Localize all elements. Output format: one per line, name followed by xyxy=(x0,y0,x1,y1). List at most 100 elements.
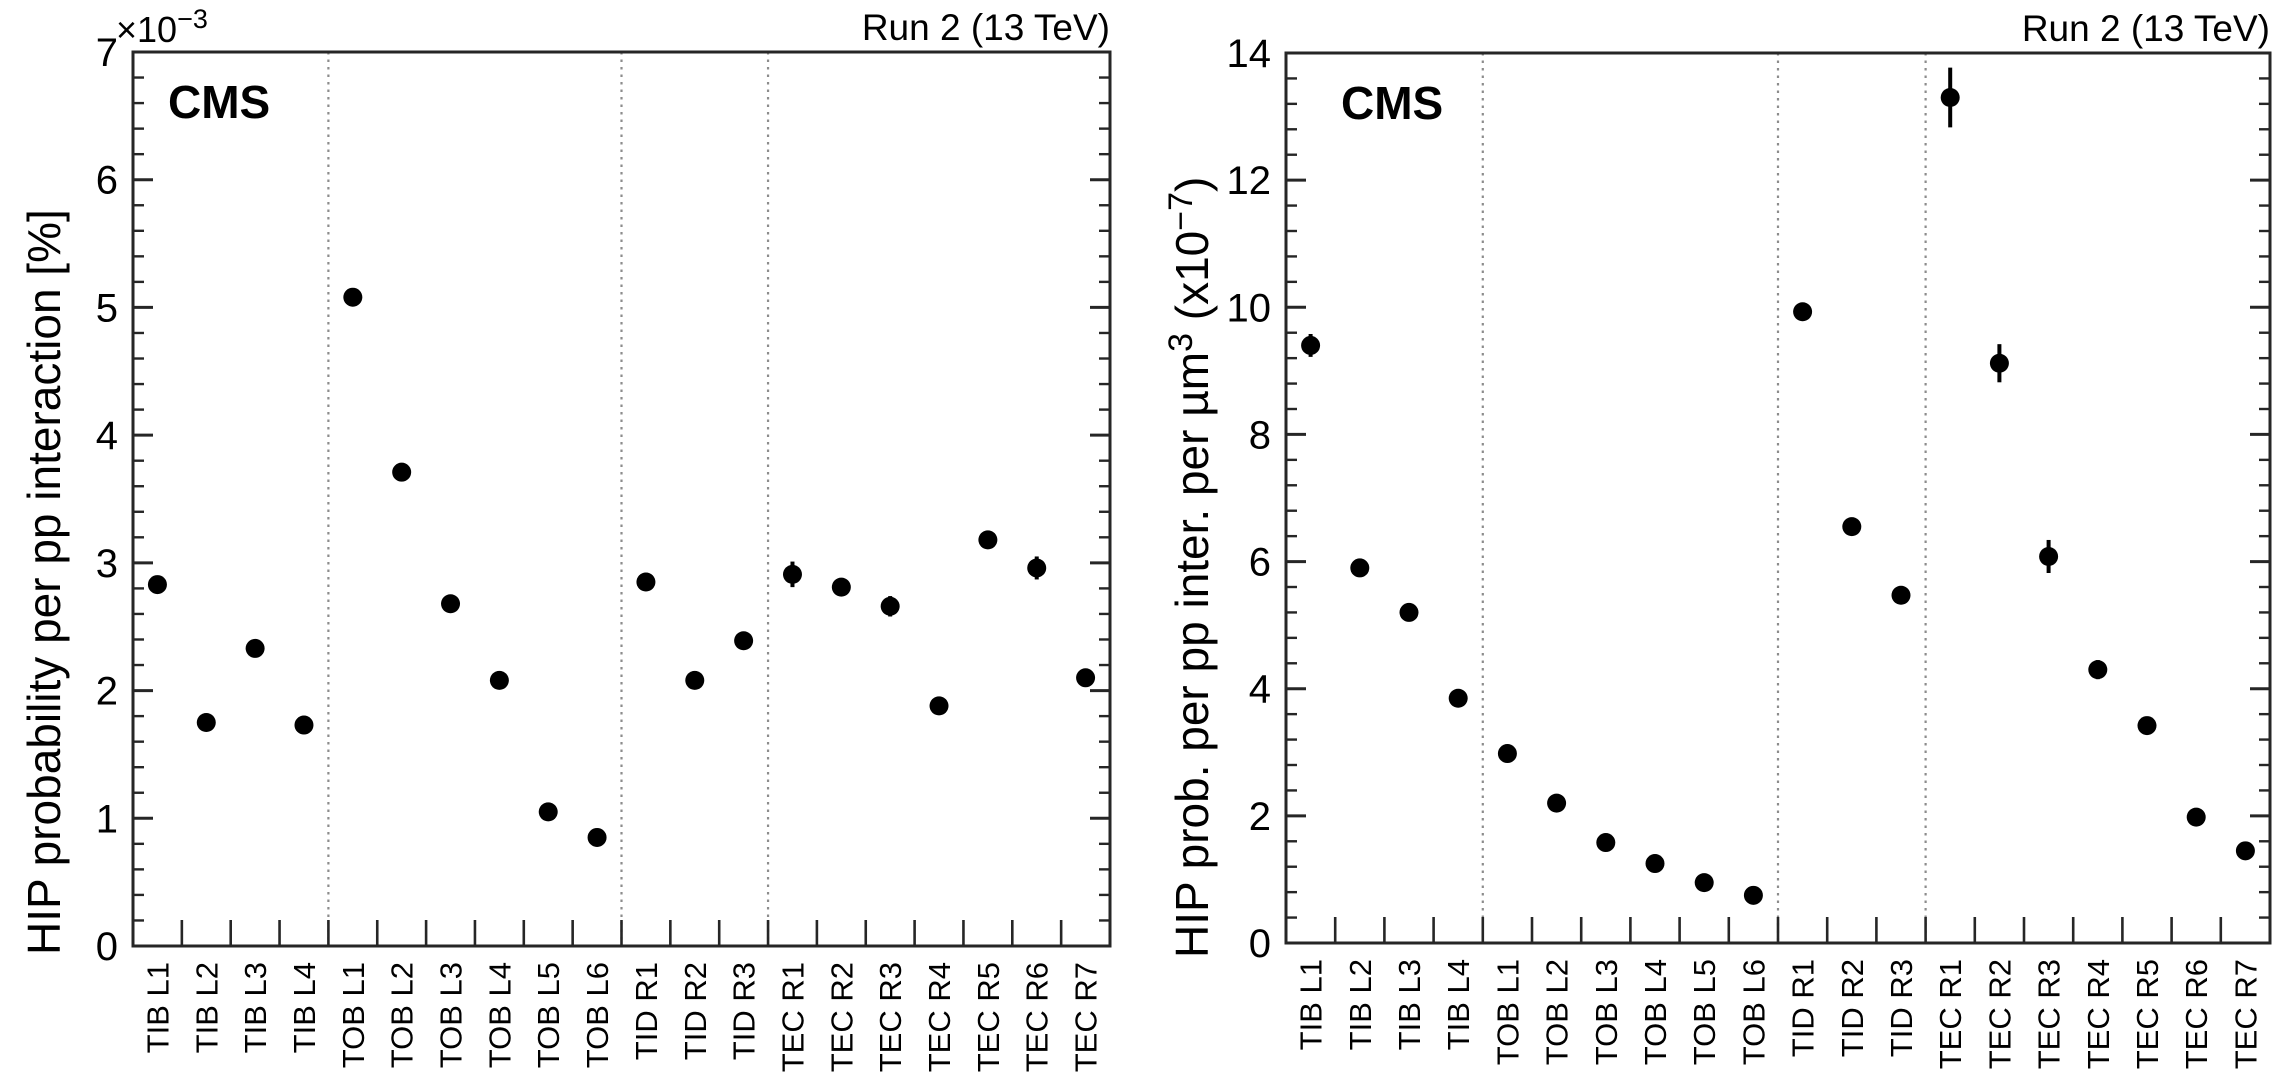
data-point-tec-r2 xyxy=(831,577,851,597)
data-point-tob-l4 xyxy=(489,670,509,690)
data-point-tid-r2 xyxy=(1842,517,1862,537)
x-category-label: TID R3 xyxy=(727,962,762,1060)
x-category-label: TIB L4 xyxy=(287,962,322,1053)
y-tick-label: 5 xyxy=(96,286,118,330)
y-tick-label: 6 xyxy=(1249,541,1271,585)
y-tick-label: 10 xyxy=(1227,286,1272,330)
data-point-tob-l4 xyxy=(1645,854,1665,874)
y-tick-label: 4 xyxy=(96,414,118,458)
y-tick-label: 4 xyxy=(1249,668,1271,712)
data-point-tid-r3 xyxy=(734,631,754,651)
y-tick-label: 2 xyxy=(1249,795,1271,839)
data-point-tid-r3 xyxy=(1891,585,1911,605)
data-point-tid-r1 xyxy=(636,572,656,592)
data-point-tob-l5 xyxy=(1694,873,1714,893)
x-category-label: TEC R4 xyxy=(922,962,957,1072)
x-category-label: TEC R1 xyxy=(1933,959,1968,1069)
x-category-label: TID R2 xyxy=(678,962,713,1060)
data-point-tec-r7 xyxy=(2235,841,2255,861)
data-point-tec-r1 xyxy=(1940,88,1960,107)
data-point-tid-r2 xyxy=(685,670,705,690)
y-axis-title: HIP prob. per pp inter. per µm3 (x10−7) xyxy=(1162,177,1218,958)
data-point-tib-l1 xyxy=(147,575,167,595)
x-category-label: TOB L2 xyxy=(1540,959,1575,1065)
x-category-label: TEC R3 xyxy=(2032,959,2067,1069)
x-category-label: TEC R1 xyxy=(775,962,810,1072)
data-point-tec-r3 xyxy=(880,596,900,616)
data-point-tec-r4 xyxy=(2088,660,2108,680)
x-category-label: TOB L3 xyxy=(434,962,469,1068)
x-category-label: TIB L4 xyxy=(1441,959,1476,1050)
y-tick-label: 1 xyxy=(96,797,118,841)
y-tick-label: 2 xyxy=(96,670,118,714)
data-point-tec-r5 xyxy=(2137,716,2157,736)
x-category-label: TEC R7 xyxy=(1069,962,1104,1072)
data-point-tob-l2 xyxy=(392,462,412,482)
x-category-label: TEC R3 xyxy=(873,962,908,1072)
x-category-label: TOB L3 xyxy=(1589,959,1624,1065)
x-category-label: TIB L3 xyxy=(1392,959,1427,1050)
data-point-tob-l6 xyxy=(1743,885,1763,905)
data-point-tib-l2 xyxy=(1350,558,1370,578)
data-point-tib-l3 xyxy=(245,638,265,658)
x-category-label: TOB L6 xyxy=(1736,959,1771,1065)
chart-panel-right: 0 2 4 6 8 10 12 14 TIB L1 TIB L2 TIB L3 TIB L4 TOB L… xyxy=(1162,8,2272,1069)
y-tick-label: 6 xyxy=(96,159,118,203)
x-category-label: TIB L2 xyxy=(189,962,224,1053)
data-point-tec-r2 xyxy=(1989,353,2009,373)
data-point-tec-r7 xyxy=(1076,668,1096,688)
data-point-tec-r6 xyxy=(1027,558,1047,578)
chart-panel-left: 0 1 2 3 4 5 6 7 TIB L1 TIB L2 TIB L3 TIB L4 TOB L1 TO… xyxy=(18,4,1112,1072)
x-category-label: TEC R2 xyxy=(1982,959,2017,1069)
data-point-tib-l3 xyxy=(1399,602,1419,622)
data-point-tob-l3 xyxy=(1596,833,1616,853)
y-tick-label: 0 xyxy=(96,925,118,969)
x-category-label: TEC R6 xyxy=(1020,962,1055,1072)
y-tick-label: 8 xyxy=(1249,413,1271,457)
data-point-tec-r5 xyxy=(978,530,998,550)
data-point-tob-l2 xyxy=(1547,793,1567,813)
x-category-label: TID R1 xyxy=(629,962,664,1060)
data-point-tob-l1 xyxy=(343,287,363,307)
x-category-label: TEC R6 xyxy=(2179,959,2214,1069)
experiment-label: CMS xyxy=(168,76,270,128)
y-axis-exponent-label: ×10−3 xyxy=(116,4,208,50)
y-tick-label: 7 xyxy=(96,31,118,75)
y-tick-label: 12 xyxy=(1227,159,1272,203)
y-tick-label: 0 xyxy=(1249,922,1271,966)
x-category-label: TIB L1 xyxy=(140,962,175,1053)
data-point-tid-r1 xyxy=(1793,302,1813,322)
x-category-label: TOB L1 xyxy=(336,962,371,1068)
experiment-label: CMS xyxy=(1341,77,1443,129)
x-category-label: TOB L5 xyxy=(531,962,566,1068)
data-point-tob-l5 xyxy=(538,802,558,822)
y-tick-label: 14 xyxy=(1227,32,1272,76)
x-category-label: TID R2 xyxy=(1835,959,1870,1057)
x-category-label: TOB L4 xyxy=(482,962,517,1068)
data-point-tec-r1 xyxy=(782,564,802,584)
x-category-label: TEC R5 xyxy=(2130,959,2165,1069)
x-category-label: TIB L1 xyxy=(1294,959,1329,1050)
data-point-tib-l2 xyxy=(196,713,216,732)
x-category-label: TOB L5 xyxy=(1687,959,1722,1065)
corner-label: Run 2 (13 TeV) xyxy=(2022,8,2270,49)
corner-label: Run 2 (13 TeV) xyxy=(862,7,1110,48)
x-category-label: TEC R7 xyxy=(2228,959,2263,1069)
x-category-label: TOB L6 xyxy=(580,962,615,1068)
x-category-label: TEC R4 xyxy=(2081,959,2116,1069)
x-category-label: TID R3 xyxy=(1884,959,1919,1057)
x-category-label: TOB L2 xyxy=(385,962,420,1068)
data-point-tib-l4 xyxy=(294,715,314,735)
x-category-label: TID R1 xyxy=(1786,959,1821,1057)
x-category-label: TEC R2 xyxy=(824,962,859,1072)
x-category-label: TOB L4 xyxy=(1638,959,1673,1065)
y-axis-title: HIP probability per pp interaction [%] xyxy=(18,209,70,955)
x-category-label: TIB L2 xyxy=(1343,959,1378,1050)
data-point-tob-l1 xyxy=(1497,744,1517,764)
data-point-tib-l4 xyxy=(1448,688,1468,708)
data-point-tib-l1 xyxy=(1301,335,1321,355)
x-category-label: TIB L3 xyxy=(238,962,273,1053)
y-tick-label: 3 xyxy=(96,542,118,586)
x-category-label: TOB L1 xyxy=(1490,959,1525,1065)
